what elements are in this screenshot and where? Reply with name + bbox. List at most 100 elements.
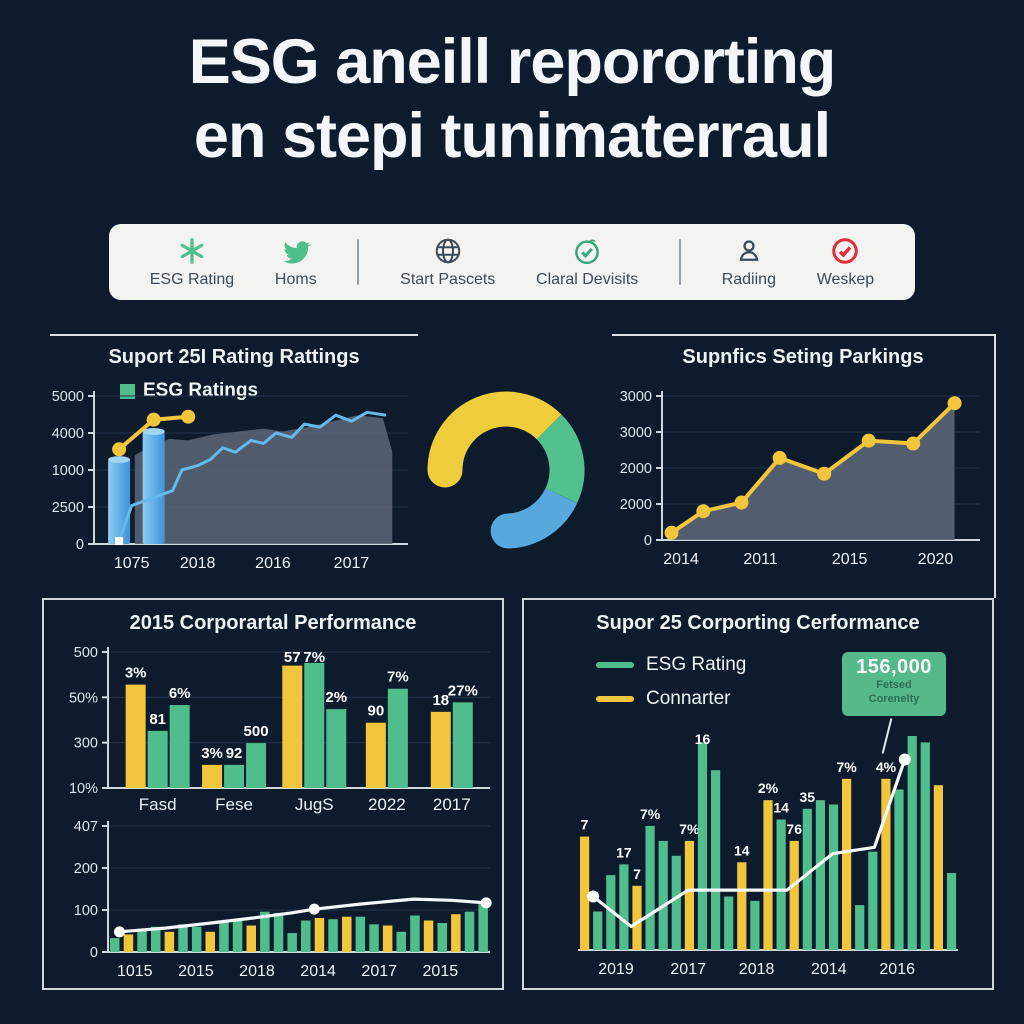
svg-text:2015: 2015 [178, 963, 214, 980]
svg-text:1075: 1075 [114, 555, 150, 572]
svg-text:2019: 2019 [598, 961, 634, 978]
svg-text:27%: 27% [448, 682, 478, 699]
svg-text:92: 92 [226, 745, 243, 762]
title-line-1: ESG aneill repororting [188, 27, 837, 97]
svg-text:7: 7 [633, 866, 641, 882]
svg-text:1015: 1015 [117, 963, 153, 980]
toolbar-item-esg-rating[interactable]: ESG Rating [150, 236, 234, 289]
ratings-trend-chart: 5000 4000 1000 2500 0 1075 2018 2016 2017 [52, 389, 408, 572]
toolbar-item-claral-devisits[interactable]: Claral Devisits [536, 236, 638, 289]
svg-text:17: 17 [616, 844, 632, 860]
svg-text:3%: 3% [201, 745, 223, 762]
check-circle-icon [572, 236, 602, 266]
svg-text:7%: 7% [837, 759, 858, 775]
svg-text:57: 57 [284, 649, 301, 666]
svg-text:2011: 2011 [743, 551, 778, 568]
check-circle-red-icon [830, 236, 860, 266]
svg-text:407: 407 [74, 819, 98, 835]
toolbar-item-weskep[interactable]: Weskep [816, 236, 875, 289]
svg-text:16: 16 [695, 731, 711, 747]
toolbar-item-radiing[interactable]: Radiing [722, 236, 776, 289]
svg-text:3%: 3% [125, 665, 147, 682]
toolbar-item-label: Homs [274, 270, 317, 288]
svg-text:81: 81 [149, 711, 166, 728]
toolbar-item-start-pascets[interactable]: Start Pascets [400, 236, 495, 289]
legend-swatch-esg-rating [596, 662, 634, 668]
svg-text:2014: 2014 [663, 551, 699, 568]
svg-text:2014: 2014 [300, 963, 336, 980]
svg-text:5000: 5000 [52, 389, 84, 405]
corporate-performance-title: 2015 Corporartal Performance [129, 612, 417, 634]
svg-text:7%: 7% [679, 821, 700, 837]
ratings-trend-title: Suport 25I Rating Rattings [108, 346, 360, 368]
svg-text:500: 500 [244, 723, 269, 740]
toolbar-item-homs[interactable]: Homs [275, 236, 317, 289]
svg-text:0: 0 [90, 945, 98, 961]
svg-text:35: 35 [800, 789, 816, 805]
donut-chart [424, 376, 599, 576]
svg-text:100: 100 [74, 903, 98, 919]
svg-text:0: 0 [644, 533, 652, 549]
toolbar-divider [357, 239, 360, 285]
svg-text:18: 18 [432, 692, 449, 709]
svg-text:2500: 2500 [52, 500, 84, 516]
svg-text:2022: 2022 [368, 795, 406, 814]
parkings-title: Supnfics Seting Parkings [682, 346, 924, 368]
callout-value: 156,000 [856, 656, 932, 678]
page-title: ESG aneill repororting en stepi tunimate… [0, 26, 1024, 173]
svg-text:4%: 4% [876, 759, 897, 775]
legend-label-connarter: Connarter [646, 688, 731, 709]
globe-icon [433, 236, 463, 266]
svg-text:2015: 2015 [423, 963, 459, 980]
svg-text:4000: 4000 [52, 426, 84, 442]
svg-text:3000: 3000 [620, 389, 652, 405]
legend-label-esg-rating: ESG Rating [646, 654, 747, 675]
bird-icon [281, 236, 311, 266]
svg-text:14: 14 [734, 842, 750, 858]
panel-corporting-performance: Supor 25 Corporting Cerformance ESG Rati… [522, 598, 994, 990]
svg-text:2017: 2017 [433, 795, 471, 814]
toolbar-item-label: Start Pascets [400, 270, 496, 288]
callout-badge: 156,000 Fetsed Corenelty [842, 652, 946, 716]
svg-text:2016: 2016 [255, 555, 291, 572]
svg-text:200: 200 [74, 861, 98, 877]
svg-text:2018: 2018 [739, 961, 775, 978]
toolbar-item-label: Radiing [721, 270, 776, 288]
svg-text:JugS: JugS [295, 795, 334, 814]
svg-text:2018: 2018 [180, 555, 216, 572]
svg-text:2%: 2% [325, 689, 347, 706]
svg-text:2017: 2017 [670, 961, 706, 978]
svg-text:7%: 7% [640, 806, 661, 822]
svg-text:2017: 2017 [361, 963, 397, 980]
svg-text:2016: 2016 [879, 961, 915, 978]
callout-line-1: Fetsed [876, 679, 912, 691]
callout-line-2: Corenelty [868, 692, 920, 705]
svg-text:90: 90 [368, 703, 385, 720]
panel-corporate-performance: 2015 Corporartal Performance 500 50% 300 10… [42, 598, 504, 990]
mini-trend-chart: 407 200 100 0 1015 2015 2018 2014 2017 2015 [74, 819, 492, 980]
svg-text:1000: 1000 [52, 463, 84, 479]
svg-text:500: 500 [74, 645, 98, 661]
svg-text:300: 300 [74, 736, 98, 752]
legend-row-connarter: Connarter [596, 688, 746, 710]
person-icon [734, 236, 764, 266]
svg-text:10%: 10% [69, 781, 98, 797]
legend-swatch-connarter [596, 696, 634, 702]
corporting-legend: ESG Rating Connarter [596, 654, 746, 710]
svg-text:14: 14 [773, 799, 789, 815]
toolbar-divider [678, 239, 681, 285]
toolbar: ESG Rating Homs Start Pascets Claral Devisi… [109, 224, 915, 300]
title-line-2: en stepi tunimaterraul [193, 100, 831, 171]
svg-text:7%: 7% [303, 649, 325, 666]
svg-text:2014: 2014 [811, 961, 847, 978]
asterisk-icon [177, 236, 207, 266]
svg-text:76: 76 [786, 821, 802, 837]
toolbar-item-label: Claral Devisits [536, 270, 639, 288]
toolbar-item-label: Weskep [816, 270, 875, 288]
svg-text:2000: 2000 [620, 461, 652, 477]
panel-parkings: Supnfics Seting Parkings 3000 3000 2000 200… [612, 334, 996, 598]
parkings-chart: 3000 3000 2000 2000 0 2014 2011 2015 2020 [620, 389, 980, 568]
panel-ratings-trend: Suport 25I Rating Rattings ESG Ratings 5… [50, 334, 418, 598]
